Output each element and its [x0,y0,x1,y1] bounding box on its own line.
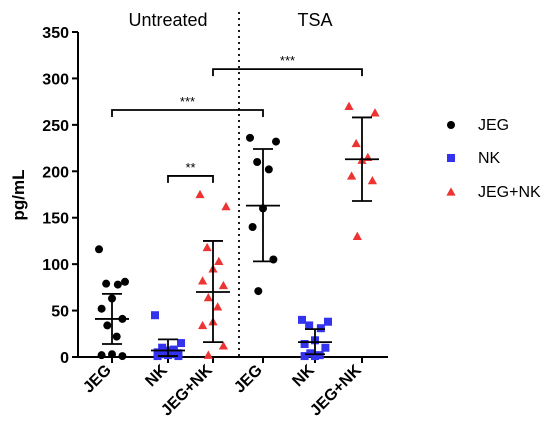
data-point [300,352,309,361]
data-point [370,108,380,117]
data-point [218,341,228,350]
data-point [344,101,354,110]
significance-label: *** [180,94,195,109]
data-point [113,280,122,289]
y-tick-label: 350 [42,25,69,42]
category-label: NK [142,361,171,390]
data-point [103,321,112,330]
legend-label: JEG [478,117,509,134]
data-point [352,231,362,240]
category-label: JEG [80,362,115,397]
data-point [159,350,168,359]
data-point [248,223,257,231]
data-point [102,279,111,288]
data-point [168,350,177,359]
legend-marker [446,187,456,196]
data-point [246,133,254,142]
significance-bracket [167,175,214,183]
data-point [321,343,330,352]
data-point [202,242,212,252]
data-point [272,137,280,146]
data-point [203,292,213,302]
data-point [300,340,309,348]
legend-marker [447,121,455,129]
data-point [253,158,262,166]
category-label: JEG [231,362,266,397]
group-label-tsa: TSA [297,10,332,30]
data-point [121,277,129,286]
y-axis-title: pg/mL [9,170,28,221]
category-label: JEG+NK [307,361,365,419]
significance-label: ** [185,160,195,175]
data-point [264,165,273,174]
data-point [316,324,325,333]
data-point [198,320,208,330]
data-point [203,350,213,359]
category-label: NK [289,361,318,390]
significance-label: *** [280,53,295,68]
data-point [112,332,121,341]
y-tick-label: 100 [42,257,69,274]
data-point [218,280,228,290]
data-point [97,304,106,313]
axes: 0 50 100 150 200 250 300 350 [42,25,388,367]
data-point [367,175,377,185]
data-point [254,287,263,296]
data-point [108,350,116,359]
data-point [95,245,103,254]
error-bars [95,116,379,357]
data-point [198,276,208,285]
legend-label: JEG+NK [478,184,541,201]
significance-bracket [212,68,363,77]
data-point [269,255,278,264]
data-point [97,351,106,360]
data-point [311,352,319,361]
legend-label: NK [478,150,501,167]
data-point [351,138,361,148]
y-tick-label: 250 [42,118,69,135]
data-point [298,315,306,324]
data-point [158,343,167,352]
significance-brackets: ******** [111,53,363,183]
data-point [118,352,127,361]
legend-marker [447,154,455,162]
data-point [213,302,223,311]
data-points [95,101,380,361]
group-labels: Untreated TSA [128,10,332,30]
data-point [169,345,178,354]
data-point [177,339,185,348]
significance-bracket [111,109,264,117]
data-point [153,352,162,361]
legend: JEG NK JEG+NK [446,117,541,201]
data-point [305,321,314,330]
data-point [221,201,231,211]
y-tick-label: 150 [42,211,69,228]
data-point [306,349,315,358]
data-point [151,311,159,320]
data-point [195,189,205,199]
y-tick-label: 0 [60,350,69,367]
data-point [174,352,183,361]
data-point [214,256,224,266]
y-tick-label: 300 [42,71,69,88]
y-tick-label: 50 [51,304,69,321]
data-point [347,171,357,180]
group-label-untreated: Untreated [128,10,207,30]
data-point [324,317,332,326]
y-tick-label: 200 [42,164,69,181]
data-point [315,351,324,360]
